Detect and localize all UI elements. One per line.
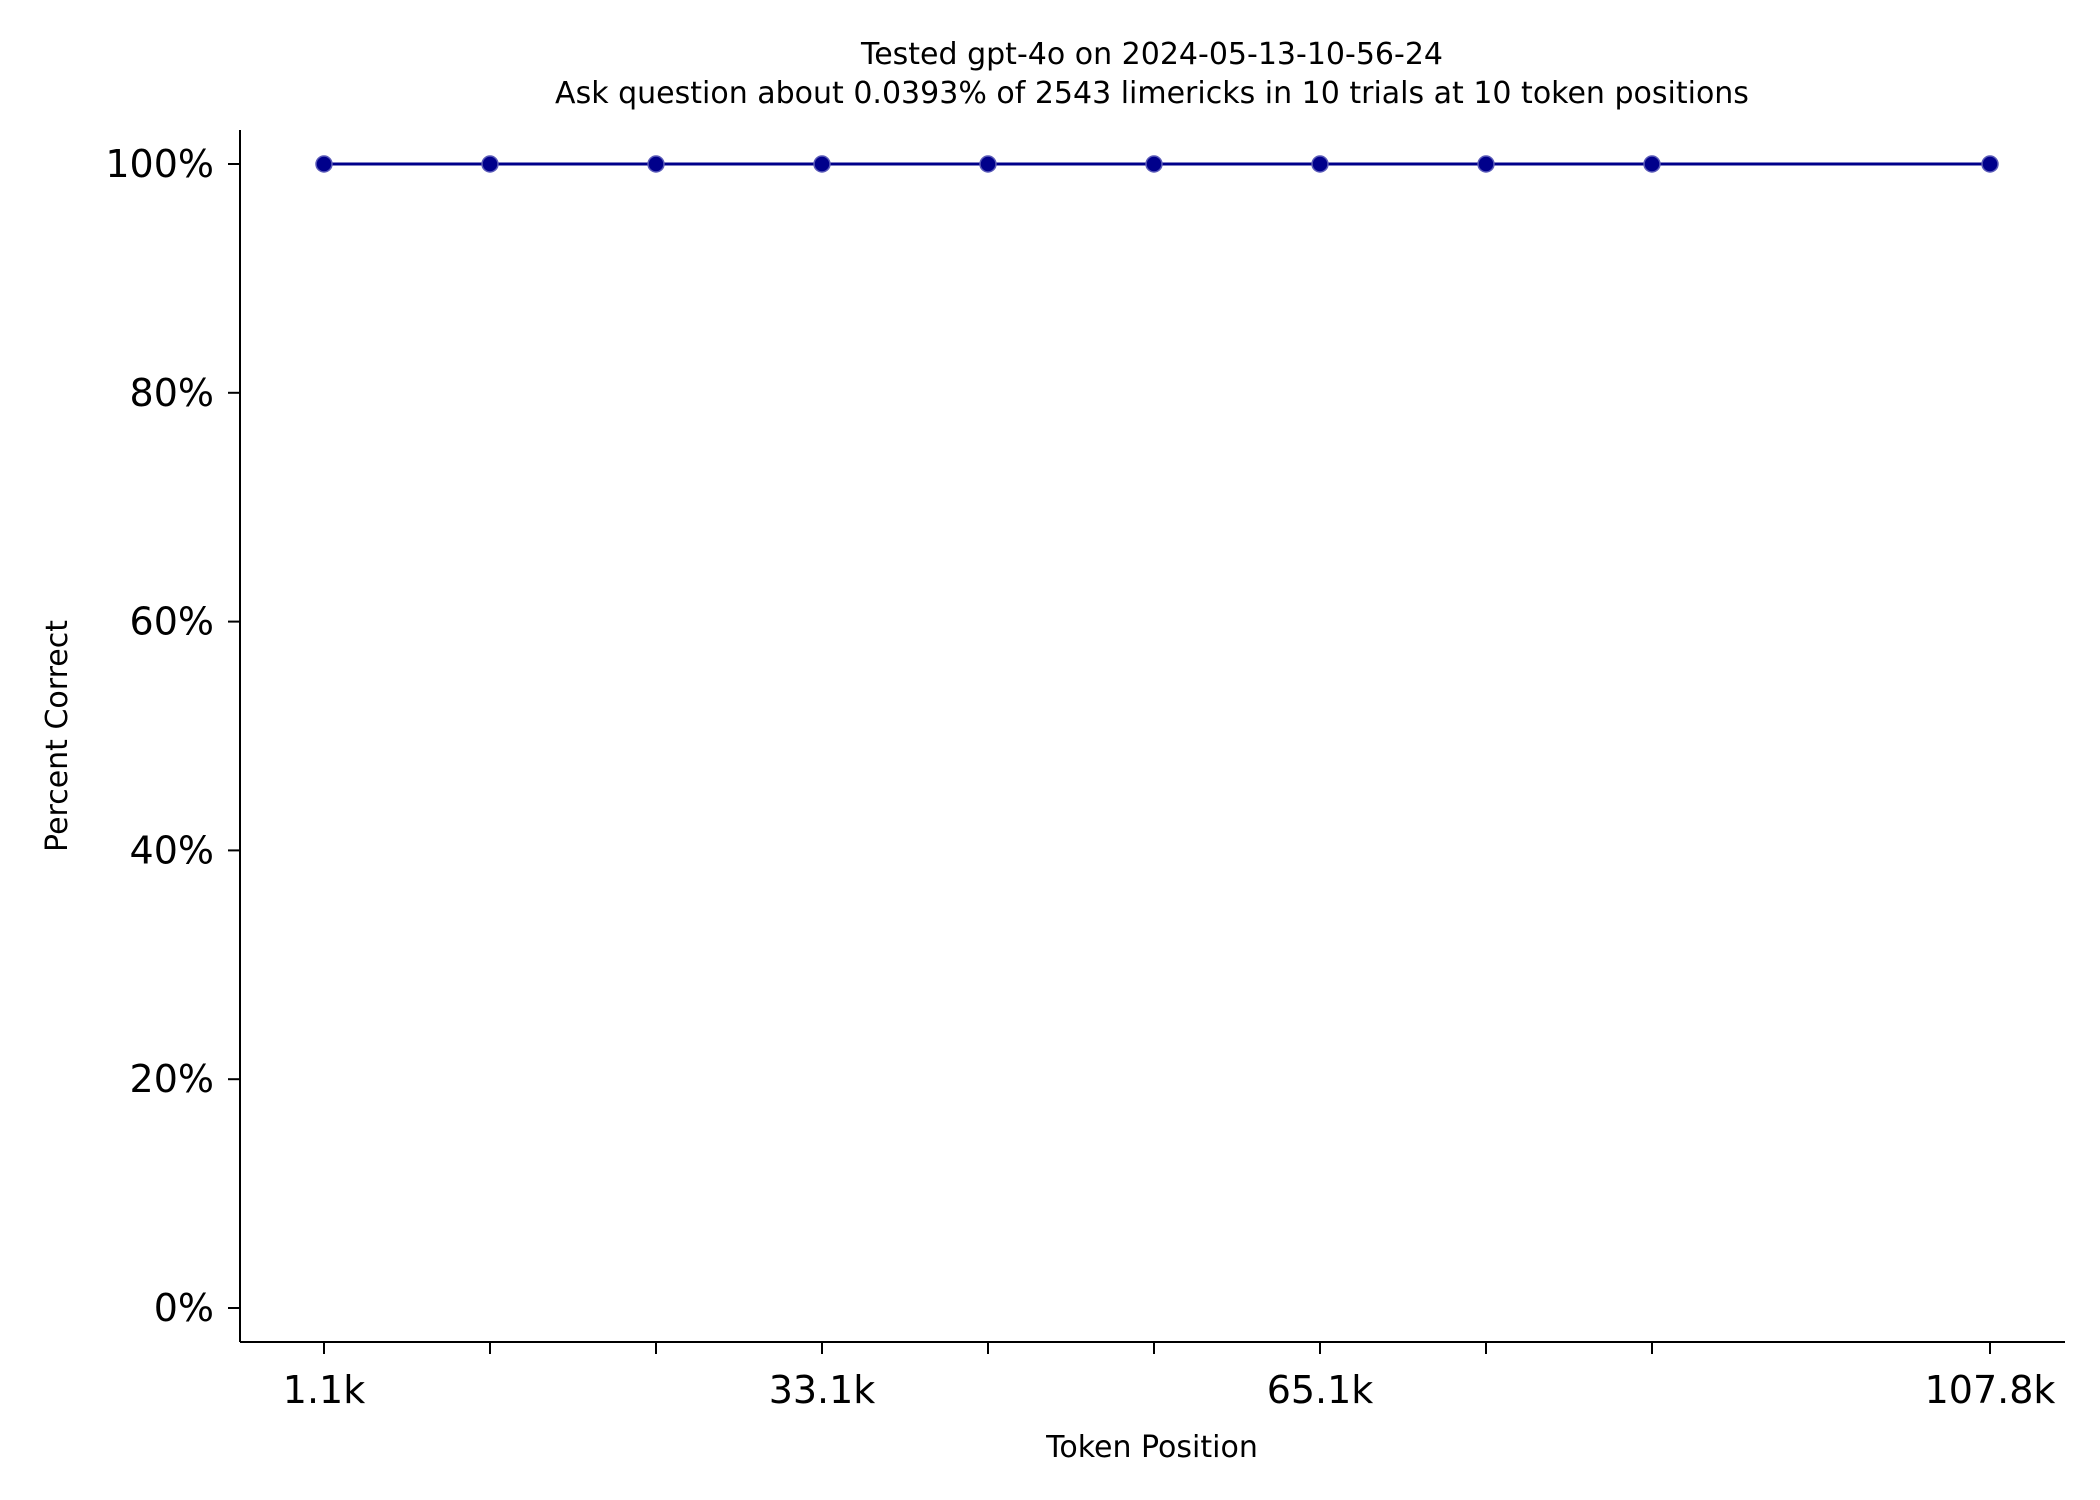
series — [315, 155, 1999, 173]
data-point — [979, 155, 997, 173]
y-tick-label: 0% — [154, 1286, 214, 1330]
x-tick-label: 1.1k — [283, 1368, 365, 1412]
x-tick-label: 65.1k — [1267, 1368, 1374, 1412]
chart-subtitle: Ask question about 0.0393% of 2543 limer… — [555, 76, 1749, 111]
chart-title: Tested gpt-4o on 2024-05-13-10-56-24 — [860, 37, 1443, 72]
y-axis: 0% 20% 40% 60% 80% 100% — [105, 130, 241, 1342]
data-point — [813, 155, 831, 173]
x-tick-label: 33.1k — [769, 1368, 876, 1412]
x-axis-label: Token Position — [1045, 1430, 1258, 1465]
data-point — [315, 155, 333, 173]
x-axis: 1.1k 33.1k 65.1k 107.8k — [240, 1341, 2065, 1412]
data-point — [1145, 155, 1163, 173]
y-tick-label: 20% — [130, 1057, 214, 1101]
data-point — [1477, 155, 1495, 173]
x-tick-label: 107.8k — [1925, 1368, 2056, 1412]
y-tick-label: 40% — [130, 828, 214, 872]
data-point — [1311, 155, 1329, 173]
y-axis-label: Percent Correct — [40, 620, 75, 852]
y-tick-label: 80% — [130, 371, 214, 415]
y-tick-label: 100% — [105, 142, 214, 186]
data-point — [647, 155, 665, 173]
y-tick-label: 60% — [130, 600, 214, 644]
data-point — [1981, 155, 1999, 173]
data-point — [481, 155, 499, 173]
data-point — [1643, 155, 1661, 173]
